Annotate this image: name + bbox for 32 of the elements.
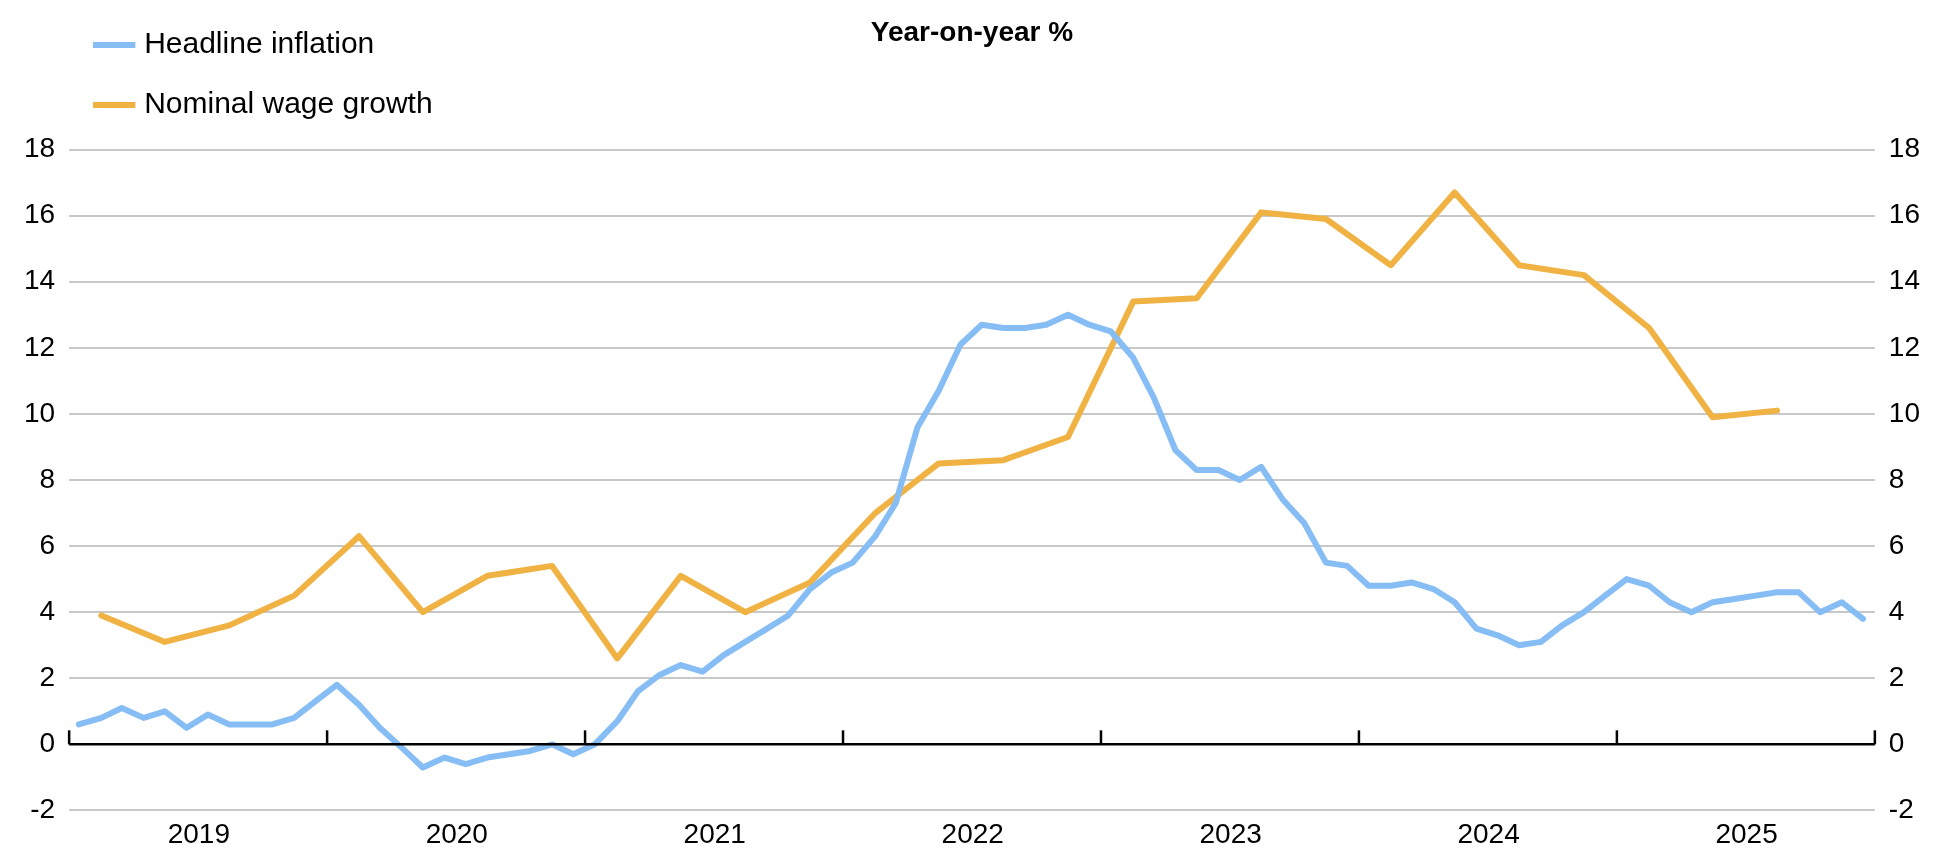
chart-title: Year-on-year % (870, 15, 1074, 47)
y2-tick-label: 10 (1888, 396, 1921, 428)
x-tick-label: 2023 (1199, 817, 1262, 849)
y-tick-label: 14 (23, 264, 56, 296)
y-tick-label: 18 (23, 132, 56, 164)
y2-tick-label: 14 (1888, 264, 1921, 296)
legend-label: Headline inflation (144, 26, 375, 60)
y2-tick-label: 0 (1888, 727, 1905, 759)
legend-label: Nominal wage growth (144, 86, 433, 120)
x-tick-label: 2021 (683, 817, 746, 849)
y-tick-label: -2 (30, 793, 56, 825)
y2-tick-label: 4 (1888, 594, 1905, 626)
y2-tick-label: 2 (1888, 660, 1905, 692)
x-tick-label: 2019 (167, 817, 230, 849)
y2-tick-label: 12 (1888, 330, 1921, 362)
y-tick-label: 6 (39, 528, 56, 560)
y-tick-label: 16 (23, 198, 56, 230)
x-tick-label: 2024 (1457, 817, 1520, 849)
x-tick-label: 2022 (941, 817, 1004, 849)
y-tick-label: 2 (39, 660, 56, 692)
x-tick-label: 2020 (425, 817, 488, 849)
y2-tick-label: 16 (1888, 198, 1921, 230)
y2-tick-label: 8 (1888, 462, 1905, 494)
y-tick-label: 8 (39, 462, 56, 494)
y2-tick-label: 18 (1888, 132, 1921, 164)
x-tick-label: 2025 (1715, 817, 1778, 849)
y-tick-label: 10 (23, 396, 56, 428)
y2-tick-label: 6 (1888, 528, 1905, 560)
y2-tick-label: -2 (1888, 793, 1914, 825)
y-tick-label: 12 (23, 330, 56, 362)
y-tick-label: 4 (39, 594, 56, 626)
y-tick-label: 0 (39, 727, 56, 759)
